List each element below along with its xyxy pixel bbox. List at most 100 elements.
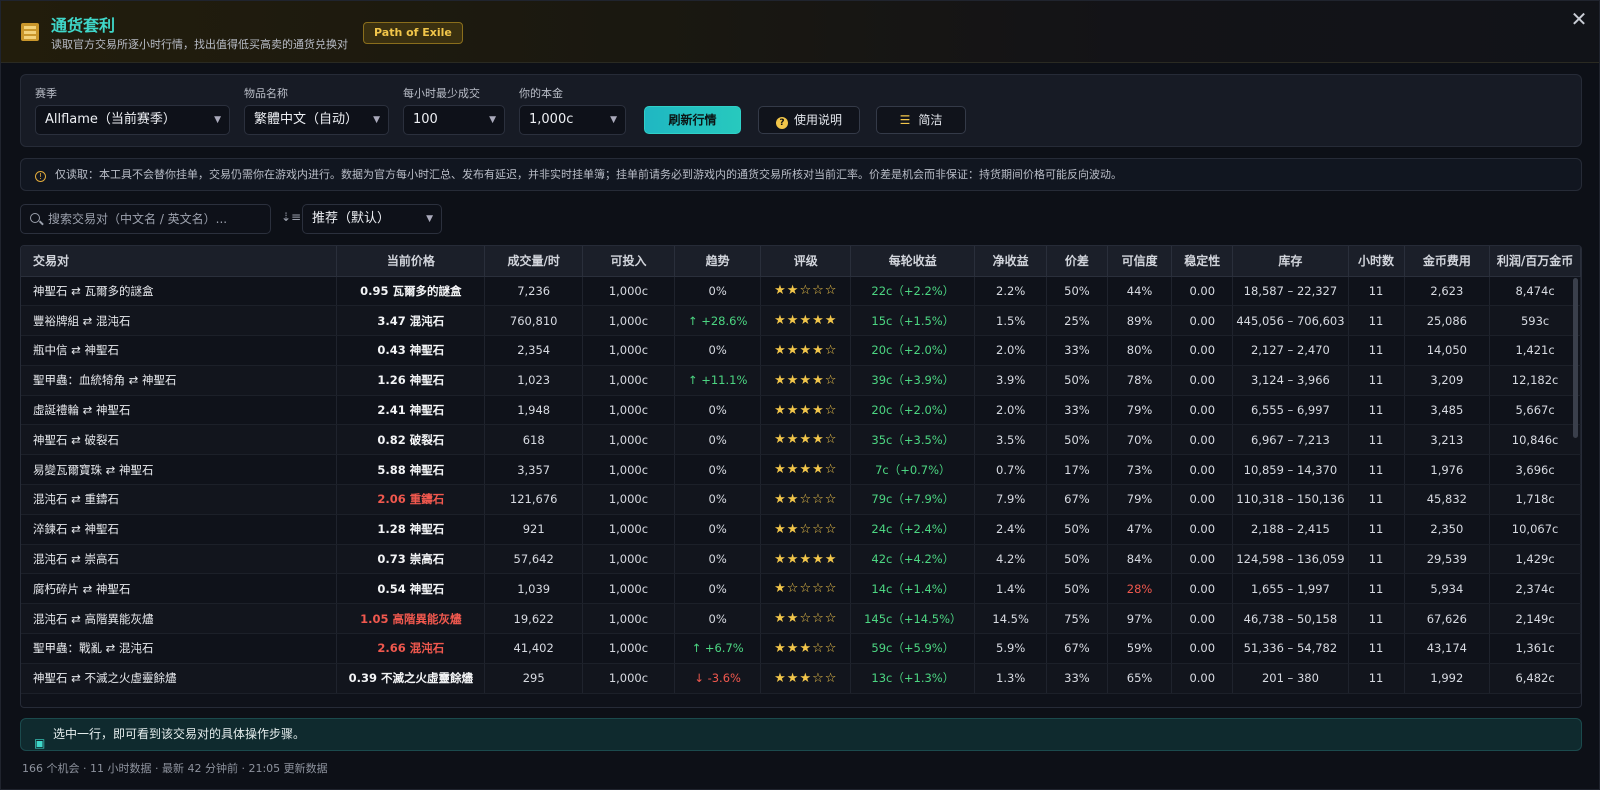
invest-cell: 1,000c [582,633,675,664]
table-row[interactable]: 腐朽碎片 ⇄ 神聖石 0.54 神聖石 1,039 1,000c 0% ★☆☆☆☆ 14c（… [21,573,1581,605]
column-header[interactable]: 可投入 [582,246,675,277]
trend-cell: ↑ +11.1% [674,365,762,396]
spread-cell: 50% [1046,514,1108,545]
gain-cell: 15c（+1.5%） [850,305,976,337]
season-group: 赛季 Allflame（当前赛季） ▼ [35,85,230,135]
table-row[interactable]: 混沌石 ⇄ 重鑄石 2.06 重鑄石 121,676 1,000c 0% ★★☆☆☆ 79c… [21,484,1581,515]
capital-select[interactable]: 1,000c ▼ [519,105,626,135]
gold-cell: 29,539 [1404,544,1491,575]
table-row[interactable]: 易變瓦爾寶珠 ⇄ 神聖石 5.88 神聖石 3,357 1,000c 0% ★★★★☆ 7c… [21,454,1581,486]
rating-stars: ★★★★★ [760,544,852,575]
table-row[interactable]: 混沌石 ⇄ 高階異能灰燼 1.05 高階異能灰燼 19,622 1,000c 0% ★★☆… [21,603,1581,635]
column-header[interactable]: 每轮收益 [850,246,976,277]
confidence-cell: 84% [1107,544,1173,575]
gain-cell: 13c（+1.3%） [850,663,976,694]
price-cell: 0.39 不滅之火虛靈餘燼 [336,663,486,694]
table-row[interactable]: 淬鍊石 ⇄ 神聖石 1.28 神聖石 921 1,000c 0% ★★☆☆☆ 24c（+2.… [21,514,1581,545]
profit-cell: 3,696c [1489,454,1581,486]
table-scrollbar[interactable] [1573,278,1578,438]
trend-cell: ↑ +6.7% [674,633,762,664]
gain-cell: 20c（+2.0%） [850,395,976,426]
status-bar: 166 个机会 · 11 小时数据 · 最新 42 分钟前 · 21:05 更新… [22,762,328,775]
gain-cell: 20c（+2.0%） [850,335,976,366]
rating-stars: ★★★★☆ [760,424,852,456]
column-header[interactable]: 可信度 [1107,246,1173,277]
confidence-cell: 44% [1107,276,1173,307]
sort-group: 推荐（默认） ▼ [302,204,442,234]
table-row[interactable]: 神聖石 ⇄ 破裂石 0.82 破裂石 618 1,000c 0% ★★★★☆ 35c（+3.… [21,424,1581,456]
table-header-row: 交易对 当前价格 成交量/时 可投入 趋势 评级 每轮收益 净收益 价差 可信度 稳定性 库存 小时数金… [21,246,1581,277]
column-header[interactable]: 当前价格 [336,246,486,277]
invest-cell: 1,000c [582,484,675,515]
search-input[interactable]: 搜索交易对（中文名 / 英文名）... [20,204,271,234]
table-row[interactable]: 混沌石 ⇄ 崇高石 0.73 崇高石 57,642 1,000c 0% ★★★★★ 42c（… [21,544,1581,575]
gain-cell: 22c（+2.2%） [850,276,976,307]
confidence-cell: 78% [1107,365,1173,396]
sort-icon: ⇣≡ [281,210,302,224]
hours-cell: 11 [1348,603,1405,635]
invest-cell: 1,000c [582,276,675,307]
pair-cell: 虛誕禮輪 ⇄ 神聖石 [21,395,338,426]
pair-cell: 聖甲蟲：戰亂 ⇄ 混沌石 [21,633,338,664]
rating-stars: ★★☆☆☆ [760,484,852,515]
warning-icon: ! [35,171,46,182]
column-header[interactable]: 成交量/时 [484,246,584,277]
volume-cell: 121,676 [484,484,584,515]
stability-cell: 0.00 [1171,544,1234,575]
table-row[interactable]: 聖甲蟲：戰亂 ⇄ 混沌石 2.66 混沌石 41,402 1,000c ↑ +6.7% ★… [21,633,1581,664]
season-select[interactable]: Allflame（当前赛季） ▼ [35,105,230,135]
profit-cell: 8,474c [1489,276,1581,307]
stability-cell: 0.00 [1171,335,1234,366]
hint-text: 选中一行，即可看到该交易对的具体操作步骤。 [53,727,306,741]
table-row[interactable]: 虛誕禮輪 ⇄ 神聖石 2.41 神聖石 1,948 1,000c 0% ★★★★☆ 20c（… [21,395,1581,426]
price-cell: 2.66 混沌石 [336,633,486,664]
column-header[interactable]: 趋势 [674,246,762,277]
net-cell: 2.0% [974,395,1047,426]
trend-cell: 0% [674,514,762,545]
rating-stars: ★★★★★ [760,305,852,337]
stability-cell: 0.00 [1171,424,1234,456]
pair-cell: 混沌石 ⇄ 崇高石 [21,544,338,575]
table-row[interactable]: 瓶中信 ⇄ 神聖石 0.43 神聖石 2,354 1,000c 0% ★★★★☆ 20c（+… [21,335,1581,366]
spread-cell: 25% [1046,305,1108,337]
trend-cell: 0% [674,603,762,635]
table-row[interactable]: 神聖石 ⇄ 瓦爾多的謎盒 0.95 瓦爾多的謎盒 7,236 1,000c 0% ★★☆☆… [21,276,1581,307]
gold-cell: 45,832 [1404,484,1491,515]
refresh-button[interactable]: 刷新行情 [644,106,741,134]
table-row[interactable]: 神聖石 ⇄ 不滅之火虛靈餘燼 0.39 不滅之火虛靈餘燼 295 1,000c ↓ -3… [21,663,1581,694]
min-volume-select[interactable]: 100 ▼ [403,105,505,135]
column-header[interactable]: 交易对 [21,246,338,277]
volume-cell: 2,354 [484,335,584,366]
sort-select[interactable]: 推荐（默认） ▼ [302,204,442,234]
invest-cell: 1,000c [582,454,675,486]
column-header[interactable]: 小时数 [1348,246,1405,277]
compact-button[interactable]: ☰ 简洁 [876,106,966,134]
profit-cell: 2,149c [1489,603,1581,635]
price-cell: 3.47 混沌石 [336,305,486,337]
net-cell: 1.3% [974,663,1047,694]
column-header[interactable]: 净收益 [974,246,1047,277]
spread-cell: 50% [1046,424,1108,456]
app-subtitle: 读取官方交易所逐小时行情，找出值得低买高卖的通货兑换对 [51,38,348,51]
column-header[interactable]: 利润/百万金币 [1489,246,1581,277]
pair-cell: 神聖石 ⇄ 不滅之火虛靈餘燼 [21,663,338,694]
chevron-down-icon: ▼ [373,115,380,125]
item-name-select[interactable]: 繁體中文（自动） ▼ [244,105,389,135]
invest-cell: 1,000c [582,544,675,575]
spread-cell: 50% [1046,365,1108,396]
column-header[interactable]: 库存 [1232,246,1349,277]
invest-cell: 1,000c [582,365,675,396]
help-button[interactable]: ? 使用说明 [758,106,860,134]
table-row[interactable]: 聖甲蟲：血統犄角 ⇄ 神聖石 1.26 神聖石 1,023 1,000c ↑ +11.1… [21,365,1581,396]
close-icon[interactable]: ✕ [1570,7,1588,31]
stability-cell: 0.00 [1171,484,1234,515]
volume-cell: 921 [484,514,584,545]
column-header[interactable]: 稳定性 [1171,246,1234,277]
table-row[interactable]: 豐裕牌組 ⇄ 混沌石 3.47 混沌石 760,810 1,000c ↑ +28.6% ★… [21,305,1581,337]
column-header[interactable]: 金币费用 [1404,246,1491,277]
column-header[interactable]: 评级 [760,246,852,277]
column-header[interactable]: 价差 [1046,246,1108,277]
profit-cell: 6,482c [1489,663,1581,694]
rating-stars: ★★☆☆☆ [760,603,852,635]
confidence-cell: 73% [1107,454,1173,486]
